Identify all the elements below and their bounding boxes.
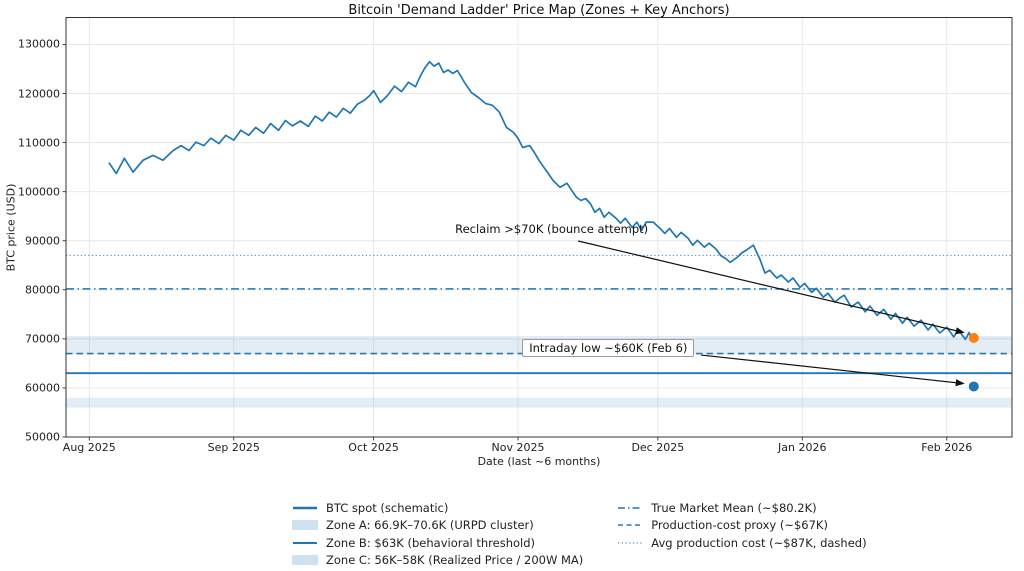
zone-c-patch-swatch bbox=[292, 555, 318, 566]
legend-item-zone-c: Zone C: 56K–58K (Realized Price / 200W M… bbox=[292, 552, 583, 570]
legend-item-avg-production-cost: Avg production cost (~$87K, dashed) bbox=[617, 534, 867, 552]
annotation-arrow-1 bbox=[701, 354, 965, 387]
btc-spot-price-line bbox=[108, 60, 975, 342]
legend-column-left: BTC spot (schematic) Zone A: 66.9K–70.6K… bbox=[292, 499, 583, 569]
legend-item-btc-spot: BTC spot (schematic) bbox=[292, 499, 583, 517]
legend-label: Zone B: $63K (behavioral threshold) bbox=[326, 535, 536, 550]
legend-label: Zone C: 56K–58K (Realized Price / 200W M… bbox=[326, 553, 584, 568]
y-tick-label: 100000 bbox=[18, 185, 60, 199]
x-tick-label: Aug 2025 bbox=[62, 441, 116, 454]
y-axis-label: BTC price (USD) bbox=[4, 183, 18, 272]
legend-label: Production-cost proxy (~$67K) bbox=[651, 518, 828, 533]
btc-spot-line-swatch bbox=[293, 506, 317, 509]
annotation-arrow-0 bbox=[578, 240, 965, 335]
legend-label: Zone A: 66.9K–70.6K (URPD cluster) bbox=[326, 518, 534, 533]
annotation-reclaim-70k: Reclaim >$70K (bounce attempt) bbox=[455, 222, 649, 237]
dotted-line-swatch bbox=[618, 542, 643, 544]
legend-label: True Market Mean (~$80.2K) bbox=[651, 500, 817, 515]
chart-legend: BTC spot (schematic) Zone A: 66.9K–70.6K… bbox=[292, 499, 867, 569]
y-tick-label: 90000 bbox=[25, 234, 60, 248]
x-tick-label: Oct 2025 bbox=[348, 441, 399, 454]
x-axis-label: Date (last ~6 months) bbox=[477, 455, 601, 468]
x-tick-label: Nov 2025 bbox=[491, 441, 545, 454]
legend-label: Avg production cost (~$87K, dashed) bbox=[651, 535, 867, 550]
x-tick-label: Jan 2026 bbox=[778, 441, 827, 454]
x-tick-label: Dec 2025 bbox=[631, 441, 685, 454]
zone-b-line-swatch bbox=[293, 541, 317, 544]
y-tick-label: 110000 bbox=[18, 136, 60, 150]
y-tick-label: 60000 bbox=[25, 381, 60, 395]
y-tick-label: 130000 bbox=[18, 37, 60, 51]
zone-band-zone-c bbox=[66, 397, 1012, 408]
annotation-intraday-low: Intraday low ~$60K (Feb 6) bbox=[522, 339, 695, 358]
dashdot-line-swatch bbox=[618, 506, 643, 509]
legend-item-zone-a: Zone A: 66.9K–70.6K (URPD cluster) bbox=[292, 517, 583, 535]
y-tick-label: 50000 bbox=[25, 430, 60, 444]
marker-bounce-attempt-endpoint bbox=[968, 332, 979, 343]
zone-a-patch-swatch bbox=[292, 520, 318, 531]
legend-column-right: True Market Mean (~$80.2K) Production-co… bbox=[617, 499, 867, 569]
plot-area bbox=[66, 17, 1012, 437]
marker-intraday-low-point bbox=[968, 381, 979, 392]
y-tick-label: 120000 bbox=[18, 87, 60, 101]
x-tick-label: Feb 2026 bbox=[921, 441, 973, 454]
legend-item-zone-b: Zone B: $63K (behavioral threshold) bbox=[292, 534, 583, 552]
legend-label: BTC spot (schematic) bbox=[326, 500, 449, 515]
y-tick-label: 80000 bbox=[25, 283, 60, 297]
page-title: Bitcoin 'Demand Ladder' Price Map (Zones… bbox=[348, 3, 730, 18]
y-tick-label: 70000 bbox=[25, 332, 60, 346]
dashed-line-swatch bbox=[618, 524, 643, 527]
plot-border bbox=[65, 17, 1013, 438]
legend-item-true-market-mean: True Market Mean (~$80.2K) bbox=[617, 499, 866, 517]
x-tick-label: Sep 2025 bbox=[207, 441, 260, 454]
legend-item-production-cost-proxy: Production-cost proxy (~$67K) bbox=[617, 517, 866, 535]
